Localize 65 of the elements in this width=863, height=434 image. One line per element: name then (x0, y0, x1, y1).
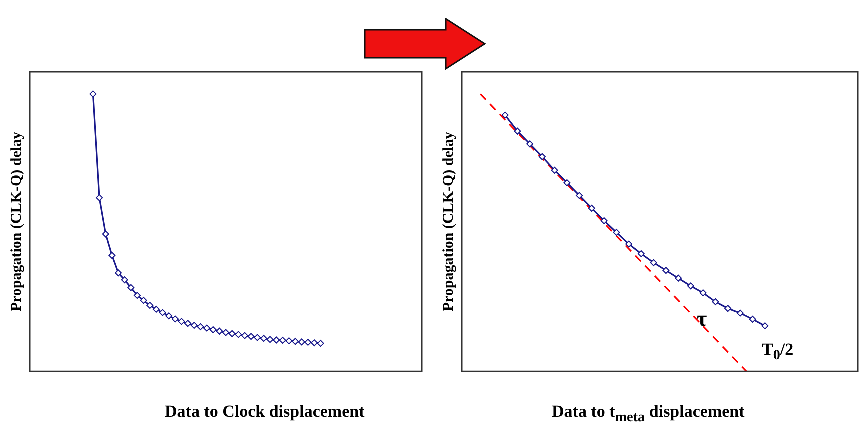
point (317, 340, 324, 348)
x-axis-title: Data to t$_{meta}$ displacement (552, 402, 745, 426)
point (638, 250, 645, 258)
point (600, 217, 608, 224)
point (736, 310, 744, 317)
point (588, 204, 596, 212)
point (687, 282, 694, 290)
point (273, 336, 280, 344)
point (146, 302, 154, 310)
point (204, 324, 211, 332)
point (140, 297, 148, 304)
point (576, 192, 584, 200)
point (650, 259, 658, 266)
point (178, 318, 186, 326)
point (279, 337, 286, 344)
point (298, 338, 306, 346)
point (254, 334, 262, 342)
point (564, 179, 571, 186)
x-axis-title: Data to Clock displacement (165, 402, 365, 422)
point (152, 306, 160, 313)
point (675, 274, 682, 282)
point (228, 330, 236, 338)
point (526, 140, 534, 148)
point (292, 338, 300, 346)
point (749, 316, 756, 323)
point (248, 333, 255, 340)
point (286, 338, 293, 345)
point (190, 322, 198, 330)
point (90, 90, 97, 98)
y-axis-title: Propagation (CLK-Q) delay (440, 131, 457, 312)
point (551, 166, 558, 174)
point (662, 267, 670, 274)
point (241, 332, 248, 340)
point (712, 298, 720, 306)
y-axis-title: Propagation (CLK-Q) delay (8, 131, 25, 312)
point (128, 284, 135, 292)
point (134, 292, 141, 300)
point (260, 335, 268, 342)
point (102, 230, 110, 238)
point (538, 153, 546, 160)
point (184, 320, 192, 328)
point (96, 194, 104, 202)
point (108, 252, 116, 260)
point (724, 305, 732, 312)
point (222, 329, 230, 336)
point (626, 240, 633, 248)
point (700, 290, 707, 297)
point (235, 331, 242, 338)
point (266, 336, 274, 344)
point (311, 340, 318, 347)
point (514, 128, 522, 135)
point (210, 326, 217, 334)
point (159, 309, 166, 316)
point (172, 316, 179, 323)
point (304, 338, 312, 346)
point (121, 276, 128, 284)
point (216, 328, 224, 335)
point (762, 322, 769, 330)
point (197, 323, 204, 330)
annotation: τ (697, 306, 708, 332)
annotation: T$_{0}$/2 (762, 340, 794, 364)
point (166, 312, 173, 320)
point (613, 229, 620, 236)
point (502, 112, 509, 119)
point (115, 270, 122, 277)
